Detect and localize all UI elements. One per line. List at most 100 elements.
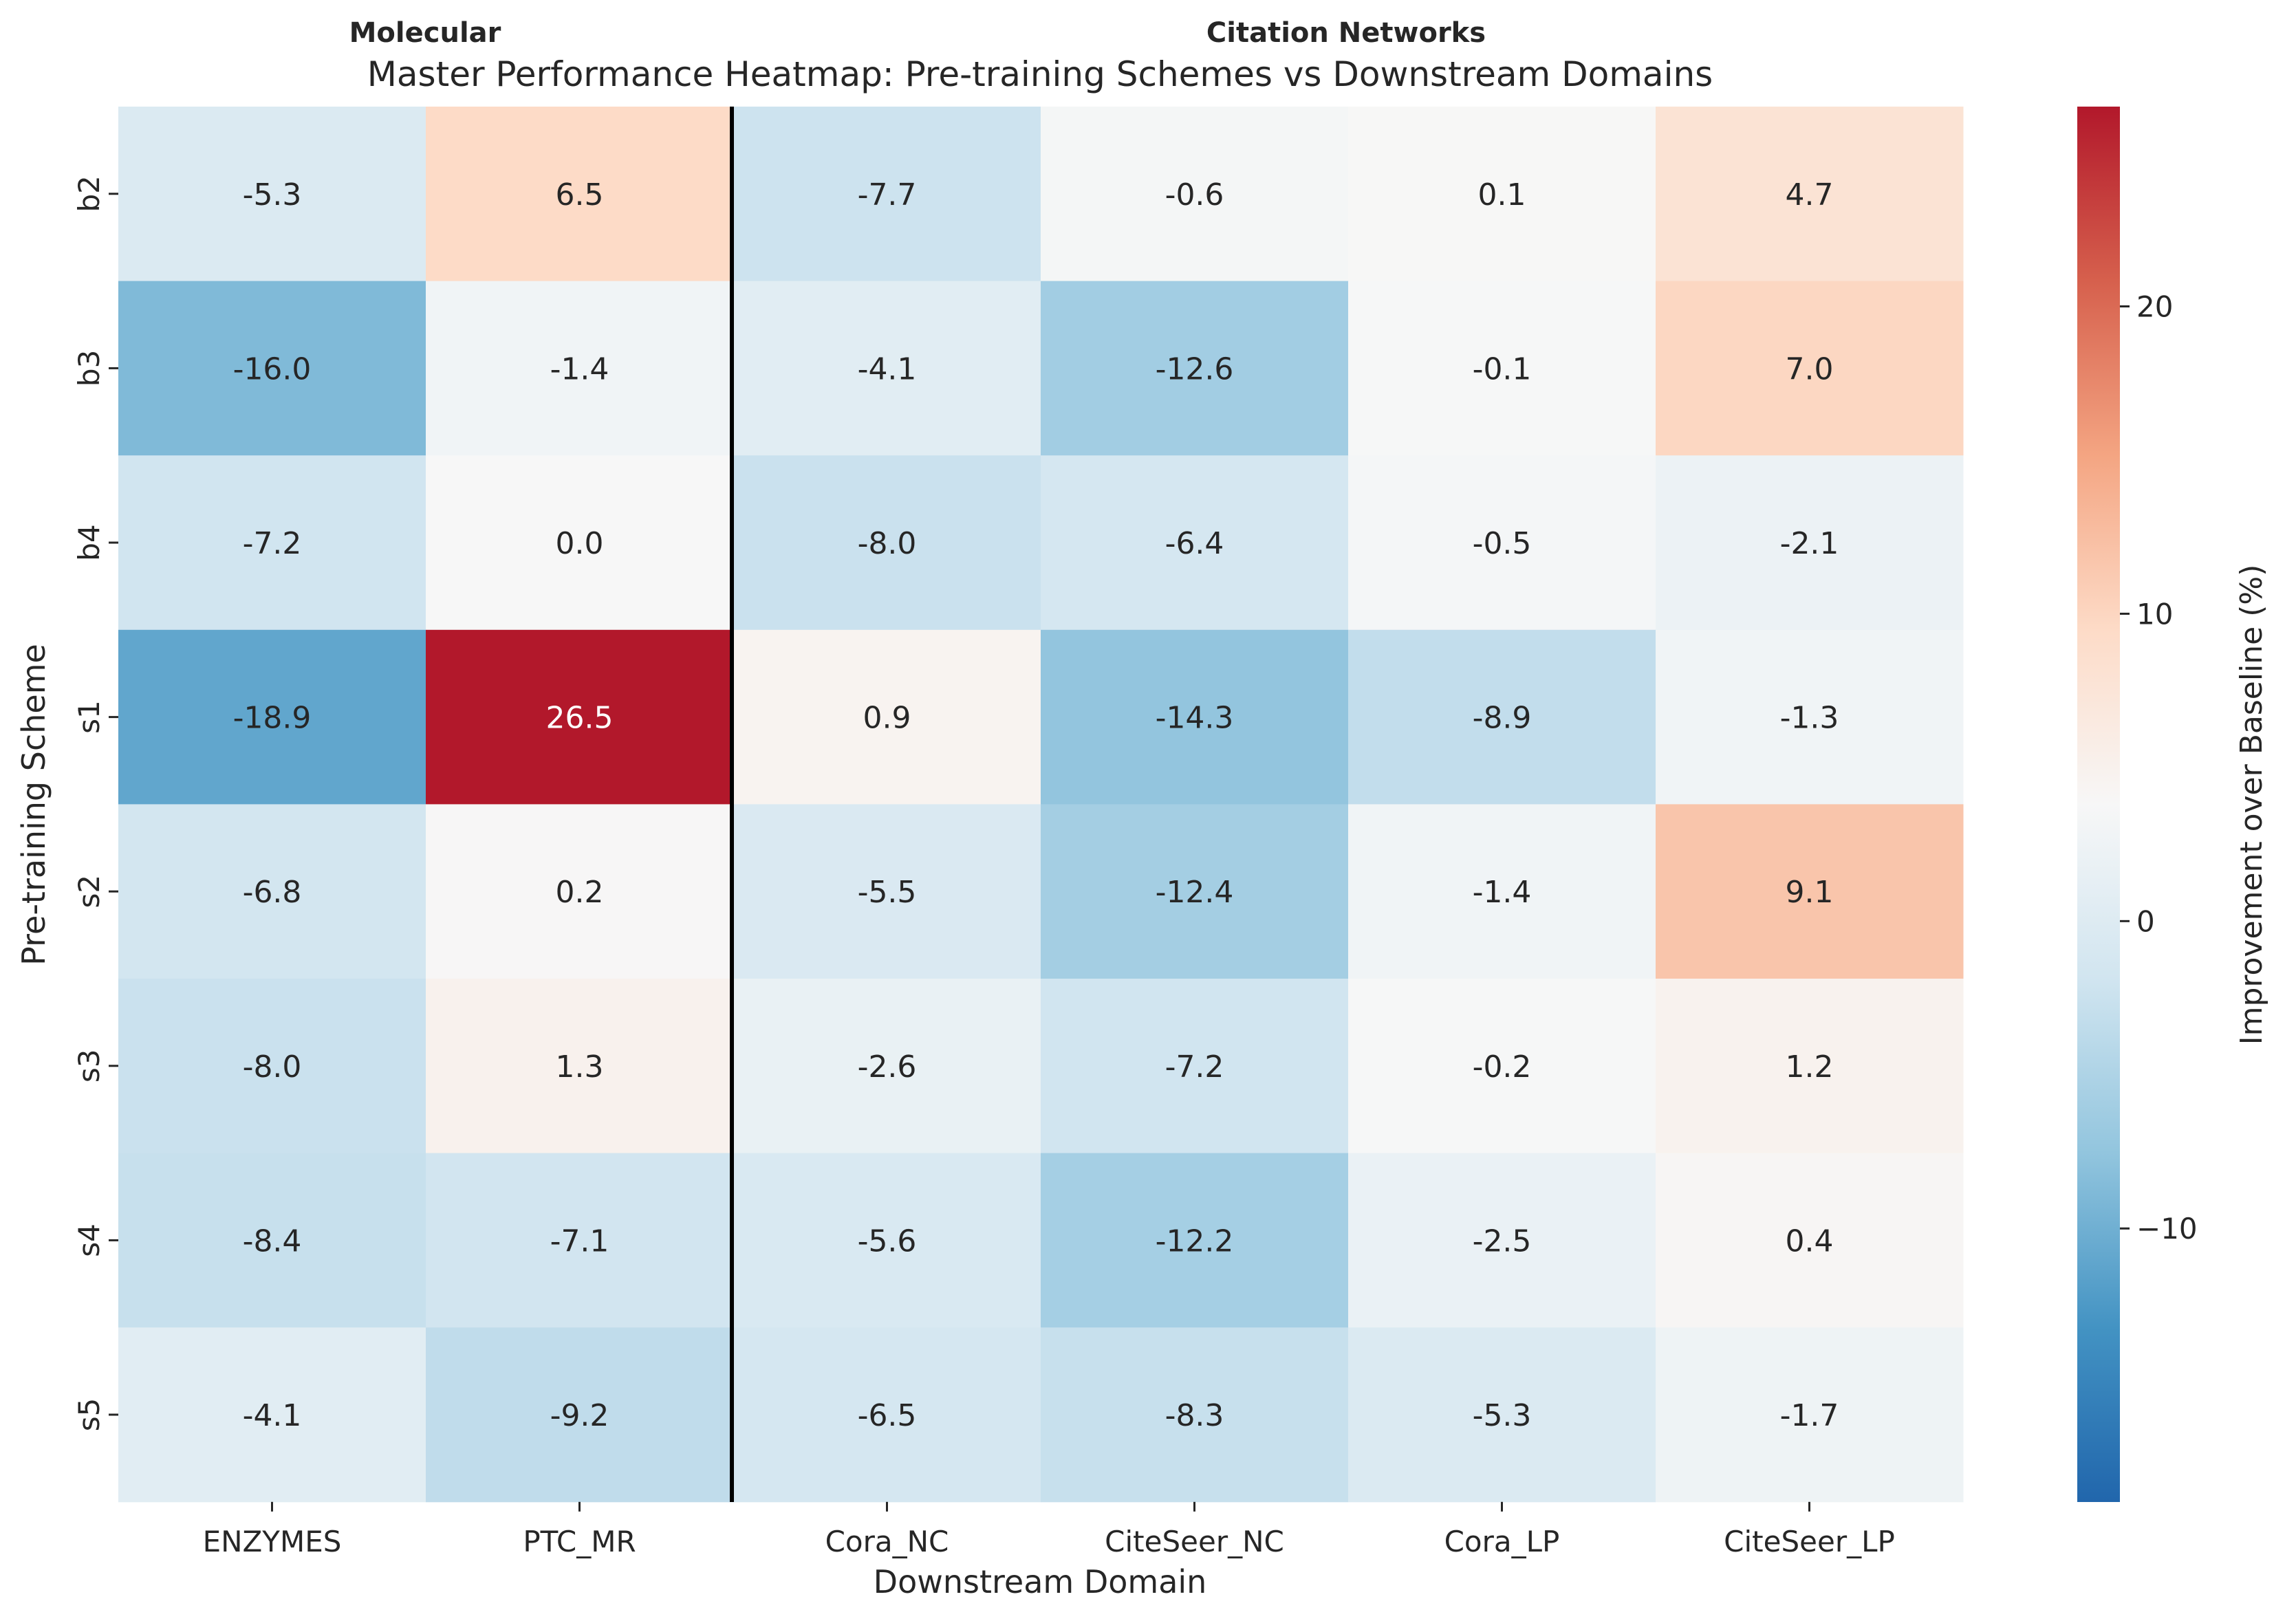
y-tick-label-s3: s3 (72, 1049, 106, 1083)
cell-label-s4-CiteSeer_LP: 0.4 (1786, 1223, 1834, 1259)
cell-label-b3-CiteSeer_NC: -12.6 (1156, 351, 1234, 387)
cell-label-b2-Cora_NC: -7.7 (858, 177, 917, 213)
cell-b3-CiteSeer_NC (1041, 281, 1349, 456)
cell-label-s5-CiteSeer_LP: -1.7 (1780, 1398, 1839, 1433)
y-tick-label-b3: b3 (72, 350, 106, 387)
cell-label-s2-CiteSeer_NC: -12.4 (1156, 875, 1234, 910)
cell-s1-ENZYMES (118, 629, 426, 805)
cell-b2-Cora_LP (1348, 107, 1656, 282)
colorbar-tick-label--10: −10 (2136, 1212, 2198, 1245)
cell-label-b3-Cora_NC: -4.1 (858, 351, 917, 387)
x-tick-label-CiteSeer_LP: CiteSeer_LP (1724, 1525, 1895, 1558)
y-tick-label-s5: s5 (72, 1398, 106, 1432)
cell-s5-Cora_LP (1348, 1327, 1656, 1503)
group-label-molecular: Molecular (349, 17, 501, 49)
cell-label-b4-Cora_LP: -0.5 (1473, 526, 1532, 561)
cell-label-b3-PTC_MR: -1.4 (550, 351, 609, 387)
cell-s2-Cora_LP (1348, 804, 1656, 979)
cell-s2-ENZYMES (118, 804, 426, 979)
cell-s3-CiteSeer_LP (1656, 979, 1964, 1154)
cell-label-s1-PTC_MR: 26.5 (546, 701, 614, 736)
cell-label-s4-CiteSeer_NC: -12.2 (1156, 1223, 1234, 1259)
y-tick-label-b4: b4 (72, 524, 106, 561)
cell-s2-CiteSeer_LP (1656, 804, 1964, 979)
cell-label-s1-ENZYMES: -18.9 (233, 701, 312, 736)
cell-label-s2-Cora_NC: -5.5 (858, 875, 917, 910)
cell-label-s5-CiteSeer_NC: -8.3 (1165, 1398, 1224, 1433)
cell-s1-PTC_MR (426, 629, 734, 805)
cell-s1-Cora_LP (1348, 629, 1656, 805)
y-tick-label-s1: s1 (72, 700, 106, 734)
chart-title: Master Performance Heatmap: Pre-training… (367, 54, 1713, 94)
cell-s4-PTC_MR (426, 1153, 734, 1328)
cell-label-b4-PTC_MR: 0.0 (556, 526, 604, 561)
cell-label-s2-Cora_LP: -1.4 (1473, 875, 1532, 910)
cell-s2-CiteSeer_NC (1041, 804, 1349, 979)
x-axis-ticks: ENZYMES PTC_MR Cora_NC CiteSeer_NC Cora_LP Ci… (203, 1501, 1895, 1558)
cell-s4-CiteSeer_LP (1656, 1153, 1964, 1328)
cell-b4-Cora_NC (733, 455, 1041, 631)
cell-label-s5-ENZYMES: -4.1 (243, 1398, 302, 1433)
cell-label-s1-Cora_LP: -8.9 (1473, 701, 1532, 736)
y-axis-label: Pre-training Scheme (15, 644, 52, 966)
cell-s3-ENZYMES (118, 979, 426, 1154)
cell-s1-CiteSeer_NC (1041, 629, 1349, 805)
cell-label-b2-CiteSeer_LP: 4.7 (1786, 177, 1834, 213)
cell-label-b3-CiteSeer_LP: 7.0 (1786, 351, 1834, 387)
cell-s1-CiteSeer_LP (1656, 629, 1964, 805)
cell-s4-ENZYMES (118, 1153, 426, 1328)
cell-b4-Cora_LP (1348, 455, 1656, 631)
colorbar-tick-label-0: 0 (2136, 904, 2155, 938)
y-axis-ticks: b2 b3 b4 s1 s2 s3 s4 s5 (72, 175, 118, 1431)
cell-b3-Cora_LP (1348, 281, 1656, 456)
cell-label-s2-ENZYMES: -6.8 (243, 875, 302, 910)
cell-label-s4-Cora_LP: -2.5 (1473, 1223, 1532, 1259)
cell-label-b3-Cora_LP: -0.1 (1473, 351, 1532, 387)
x-tick-label-PTC_MR: PTC_MR (523, 1525, 636, 1558)
cell-b3-ENZYMES (118, 281, 426, 456)
cell-b4-CiteSeer_NC (1041, 455, 1349, 631)
cell-b3-Cora_NC (733, 281, 1041, 456)
cell-label-s3-Cora_NC: -2.6 (858, 1049, 917, 1085)
cell-b2-Cora_NC (733, 107, 1041, 282)
cell-s3-CiteSeer_NC (1041, 979, 1349, 1154)
cell-s2-Cora_NC (733, 804, 1041, 979)
colorbar (2077, 107, 2120, 1502)
cell-s3-Cora_LP (1348, 979, 1656, 1154)
cell-label-s5-PTC_MR: -9.2 (550, 1398, 609, 1433)
cell-label-b2-Cora_LP: 0.1 (1478, 177, 1526, 213)
colorbar-tick-label-10: 10 (2136, 597, 2173, 631)
cell-label-s3-CiteSeer_NC: -7.2 (1165, 1049, 1224, 1085)
cell-label-b4-CiteSeer_LP: -2.1 (1780, 526, 1839, 561)
cell-s4-Cora_NC (733, 1153, 1041, 1328)
cell-s4-CiteSeer_NC (1041, 1153, 1349, 1328)
cell-label-s5-Cora_NC: -6.5 (858, 1398, 917, 1433)
y-tick-label-b2: b2 (72, 175, 106, 212)
cell-label-s4-PTC_MR: -7.1 (550, 1223, 609, 1259)
cell-s5-CiteSeer_NC (1041, 1327, 1349, 1503)
x-tick-label-ENZYMES: ENZYMES (203, 1525, 342, 1558)
cell-s5-Cora_NC (733, 1327, 1041, 1503)
y-tick-label-s2: s2 (72, 875, 106, 909)
cell-label-b4-ENZYMES: -7.2 (243, 526, 302, 561)
cell-b3-PTC_MR (426, 281, 734, 456)
cell-label-s4-Cora_NC: -5.6 (858, 1223, 917, 1259)
cell-s5-ENZYMES (118, 1327, 426, 1503)
cell-s2-PTC_MR (426, 804, 734, 979)
group-label-citation-networks: Citation Networks (1206, 17, 1486, 49)
colorbar-label: Improvement over Baseline (%) (2234, 565, 2269, 1045)
y-tick-label-s4: s4 (72, 1223, 106, 1257)
cell-b2-CiteSeer_LP (1656, 107, 1964, 282)
cell-label-b2-PTC_MR: 6.5 (556, 177, 604, 213)
cell-s3-Cora_NC (733, 979, 1041, 1154)
x-tick-label-Cora_LP: Cora_LP (1444, 1525, 1560, 1558)
cell-b4-PTC_MR (426, 455, 734, 631)
cell-label-s3-CiteSeer_LP: 1.2 (1786, 1049, 1834, 1085)
colorbar-tick-label-20: 20 (2136, 290, 2173, 323)
cell-label-b4-CiteSeer_NC: -6.4 (1165, 526, 1224, 561)
cell-b4-ENZYMES (118, 455, 426, 631)
cell-label-s1-Cora_NC: 0.9 (863, 701, 911, 736)
cell-label-b3-ENZYMES: -16.0 (233, 351, 312, 387)
cell-label-s3-Cora_LP: -0.2 (1473, 1049, 1532, 1085)
